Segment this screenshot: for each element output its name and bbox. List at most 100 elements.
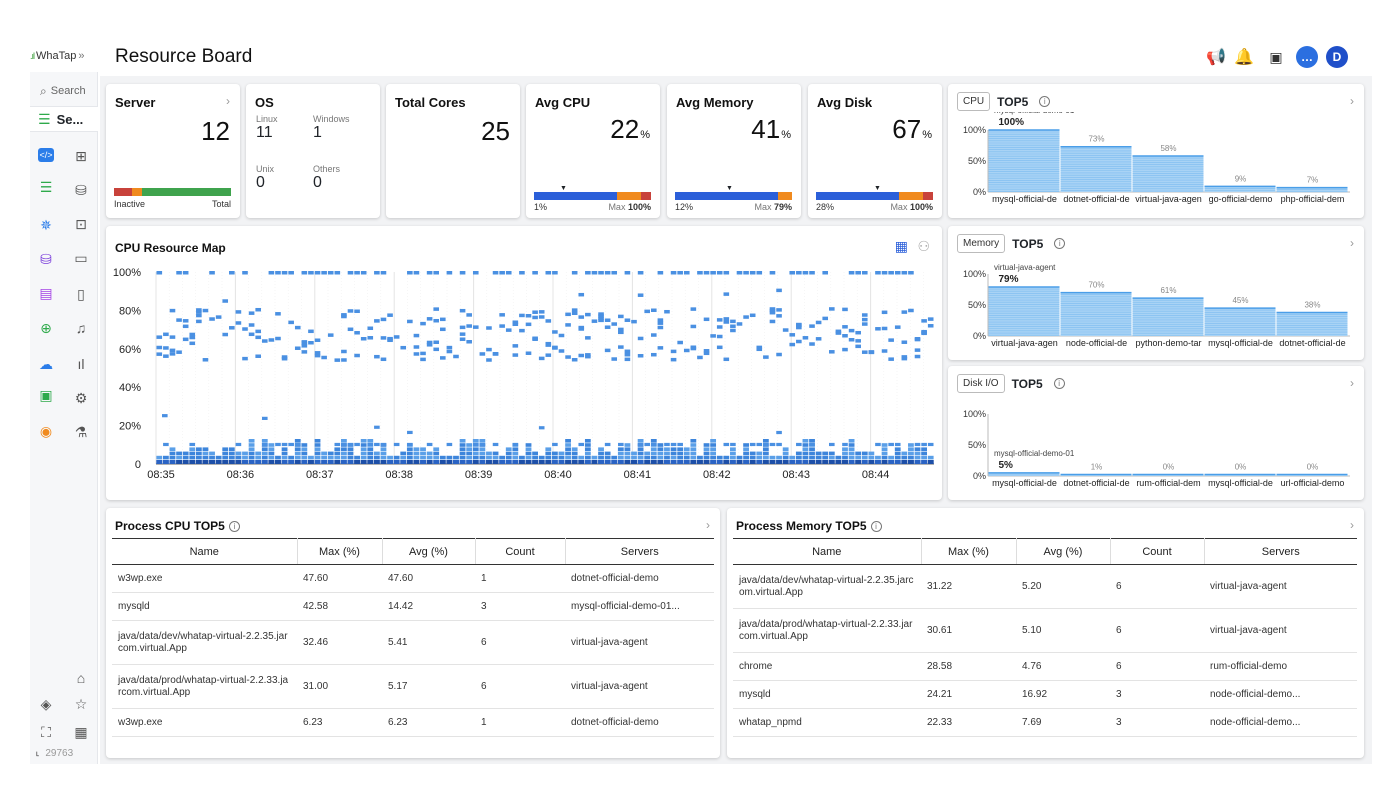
- table-row[interactable]: java/data/dev/whatap-virtual-2.2.35.jarc…: [112, 620, 714, 665]
- mem-header-avg[interactable]: Avg (%): [1016, 538, 1111, 565]
- cpu-top5-card[interactable]: CPU TOP5 i › 100% 50% 0% 100% mysql-official-…: [948, 84, 1364, 218]
- windows-count: 1: [313, 124, 322, 141]
- mem-header-name[interactable]: Name: [733, 538, 922, 565]
- bar[interactable]: [1132, 155, 1204, 192]
- memory-top5-card[interactable]: Memory TOP5 i › 100% 50% 0% 79% virtual-java-…: [948, 226, 1364, 360]
- bar[interactable]: [1060, 145, 1132, 192]
- bar-chart-icon[interactable]: ıl: [77, 356, 85, 372]
- resource-map-cells[interactable]: [156, 271, 934, 464]
- info-icon[interactable]: i: [870, 521, 882, 532]
- bar[interactable]: [1132, 297, 1204, 336]
- sidebar-search[interactable]: ⌕ Search: [30, 80, 98, 102]
- file-icon[interactable]: ▯: [77, 286, 85, 302]
- globe-icon[interactable]: ⊕: [40, 320, 52, 336]
- bar[interactable]: [1276, 186, 1348, 193]
- process-cpu-top5-card[interactable]: Process CPU TOP5 i › Name Max (%) Avg (%) Co…: [106, 508, 720, 758]
- info-icon[interactable]: i: [1053, 378, 1065, 389]
- table-row[interactable]: w3wp.exe 47.60 47.60 1 dotnet-official-demo: [112, 564, 714, 593]
- cloud-icon[interactable]: ☁: [39, 356, 53, 372]
- brand-logo[interactable]: .ıl WhaTap »: [30, 44, 100, 68]
- chat-icon[interactable]: …: [1296, 46, 1318, 68]
- process-memory-top5-card[interactable]: Process Memory TOP5 i › Name Max (%) Avg (%…: [727, 508, 1364, 758]
- chevron-right-icon[interactable]: ›: [226, 94, 230, 108]
- megaphone-icon[interactable]: 📢: [1206, 49, 1226, 66]
- resource-map-chart: 100% 80% 60% 40% 20% 0 08:35 08:36 08:37 08:38 08:…: [113, 267, 934, 481]
- document-icon[interactable]: ▤: [39, 285, 53, 301]
- bar[interactable]: [1132, 473, 1204, 477]
- table-row[interactable]: java/data/prod/whatap-virtual-2.2.33.jar…: [733, 608, 1357, 653]
- chevron-right-icon[interactable]: ›: [1350, 376, 1354, 390]
- server-icon[interactable]: ☰: [39, 179, 53, 195]
- chevron-right-icon[interactable]: ›: [706, 518, 710, 532]
- chevron-right-icon[interactable]: ›: [1350, 94, 1354, 108]
- others-count: 0: [313, 174, 322, 191]
- grid-icon[interactable]: ⊞: [75, 148, 87, 164]
- table-row[interactable]: chrome 28.58 4.76 6 rum-official-demo: [733, 652, 1357, 681]
- mem-header-servers[interactable]: Servers: [1204, 538, 1357, 565]
- table-row[interactable]: whatap_npmd 22.33 7.69 3 node-official-demo.…: [733, 708, 1357, 737]
- grid-view-icon[interactable]: ▦: [894, 238, 908, 254]
- bell-icon[interactable]: ♫: [75, 320, 87, 336]
- bar[interactable]: [1060, 291, 1132, 336]
- table-row[interactable]: java/data/prod/whatap-virtual-2.2.33.jar…: [112, 664, 714, 709]
- data-label: 0%: [1163, 463, 1175, 472]
- os-card: OS Linux 11 Windows 1 Unix 0 Others 0: [246, 84, 380, 218]
- database-outline-icon[interactable]: ⛁: [75, 182, 87, 198]
- table-row[interactable]: w3wp.exe 6.23 6.23 1 dotnet-official-demo: [112, 708, 714, 737]
- calendar-icon[interactable]: ▣: [1269, 48, 1283, 65]
- mem-header-count[interactable]: Count: [1110, 538, 1205, 565]
- chevron-right-icon[interactable]: ›: [1350, 518, 1354, 532]
- process-memory-table: Name Max (%) Avg (%) Count Servers java/data…: [733, 538, 1357, 737]
- disk-io-top5-card[interactable]: Disk I/O TOP5 i › 100% 50% 0% 5% mysql-offici…: [948, 366, 1364, 500]
- cpu-header-name[interactable]: Name: [112, 538, 298, 565]
- cpu-header-servers[interactable]: Servers: [565, 538, 714, 565]
- bell-icon[interactable]: 🔔: [1234, 49, 1254, 66]
- cpu-header-count[interactable]: Count: [475, 538, 566, 565]
- sidebar-selected-product[interactable]: ☰ Se...: [30, 106, 98, 132]
- table-cell: dotnet-official-demo: [565, 564, 714, 593]
- bar[interactable]: [988, 286, 1060, 336]
- bar[interactable]: [1204, 307, 1276, 336]
- chart-box-icon[interactable]: ⊡: [75, 216, 87, 232]
- bubble-view-icon[interactable]: ⚇: [917, 238, 930, 254]
- database-icon[interactable]: ⛁: [40, 251, 52, 267]
- bar[interactable]: [988, 472, 1060, 476]
- radio-icon[interactable]: ◉: [39, 423, 53, 439]
- double-chevron-right-icon[interactable]: »: [78, 50, 85, 62]
- table-cell: 14.42: [382, 592, 475, 621]
- cpu-header-avg[interactable]: Avg (%): [382, 538, 476, 565]
- info-icon[interactable]: i: [1039, 96, 1051, 107]
- fullscreen-icon[interactable]: ⛶: [41, 724, 51, 740]
- cpu-header-max[interactable]: Max (%): [297, 538, 383, 565]
- bar[interactable]: [1276, 473, 1348, 477]
- chevron-right-icon[interactable]: ›: [1350, 236, 1354, 250]
- calendar-icon[interactable]: ▣: [39, 387, 53, 403]
- bar[interactable]: [988, 129, 1060, 192]
- avatar[interactable]: D: [1326, 46, 1348, 68]
- flask-icon[interactable]: ⚗: [74, 424, 88, 440]
- paint-bucket-icon[interactable]: ◈: [40, 696, 52, 712]
- table-cell: node-official-demo...: [1204, 680, 1357, 709]
- table-row[interactable]: mysqld 24.21 16.92 3 node-official-demo...: [733, 680, 1357, 709]
- mem-header-max[interactable]: Max (%): [921, 538, 1017, 565]
- info-icon[interactable]: i: [1054, 238, 1066, 249]
- server-card[interactable]: Server › 12 Inactive Total: [106, 84, 240, 218]
- bar[interactable]: [1060, 473, 1132, 477]
- kubernetes-icon[interactable]: ✵: [40, 217, 52, 233]
- sidebar: ⌕ Search ☰ Se... </> ☰ ✵ ⛁ ▤ ⊕ ☁ ▣ ◉ ⊞ ⛁…: [30, 72, 98, 764]
- y-tick-label: 50%: [968, 440, 986, 450]
- table-row[interactable]: mysqld 42.58 14.42 3 mysql-official-demo-01.…: [112, 592, 714, 621]
- category-label: url-official-demo: [1281, 478, 1345, 488]
- settings-icon[interactable]: ⚙: [74, 390, 88, 406]
- table-cell: 31.00: [297, 664, 382, 709]
- bar[interactable]: [1276, 311, 1348, 336]
- star-icon[interactable]: ☆: [74, 696, 88, 712]
- home-icon[interactable]: ⌂: [76, 670, 86, 686]
- clipboard-icon[interactable]: ▭: [74, 250, 88, 266]
- report-icon[interactable]: ▦: [74, 724, 88, 740]
- bar[interactable]: [1204, 473, 1276, 477]
- table-row[interactable]: java/data/dev/whatap-virtual-2.2.35.jarc…: [733, 564, 1357, 609]
- bar[interactable]: [1204, 185, 1276, 192]
- code-icon[interactable]: </>: [38, 148, 54, 162]
- info-icon[interactable]: i: [228, 521, 240, 532]
